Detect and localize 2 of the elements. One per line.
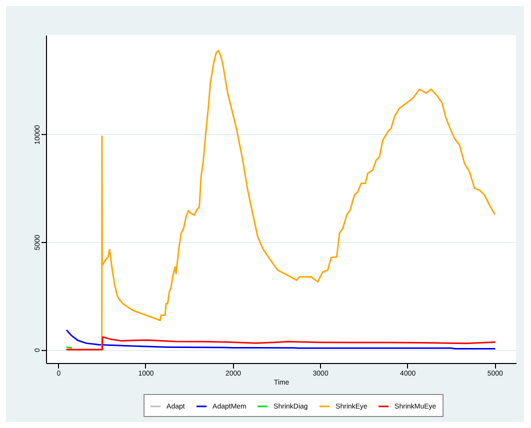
line-series (66, 330, 496, 350)
line-series (66, 336, 496, 350)
